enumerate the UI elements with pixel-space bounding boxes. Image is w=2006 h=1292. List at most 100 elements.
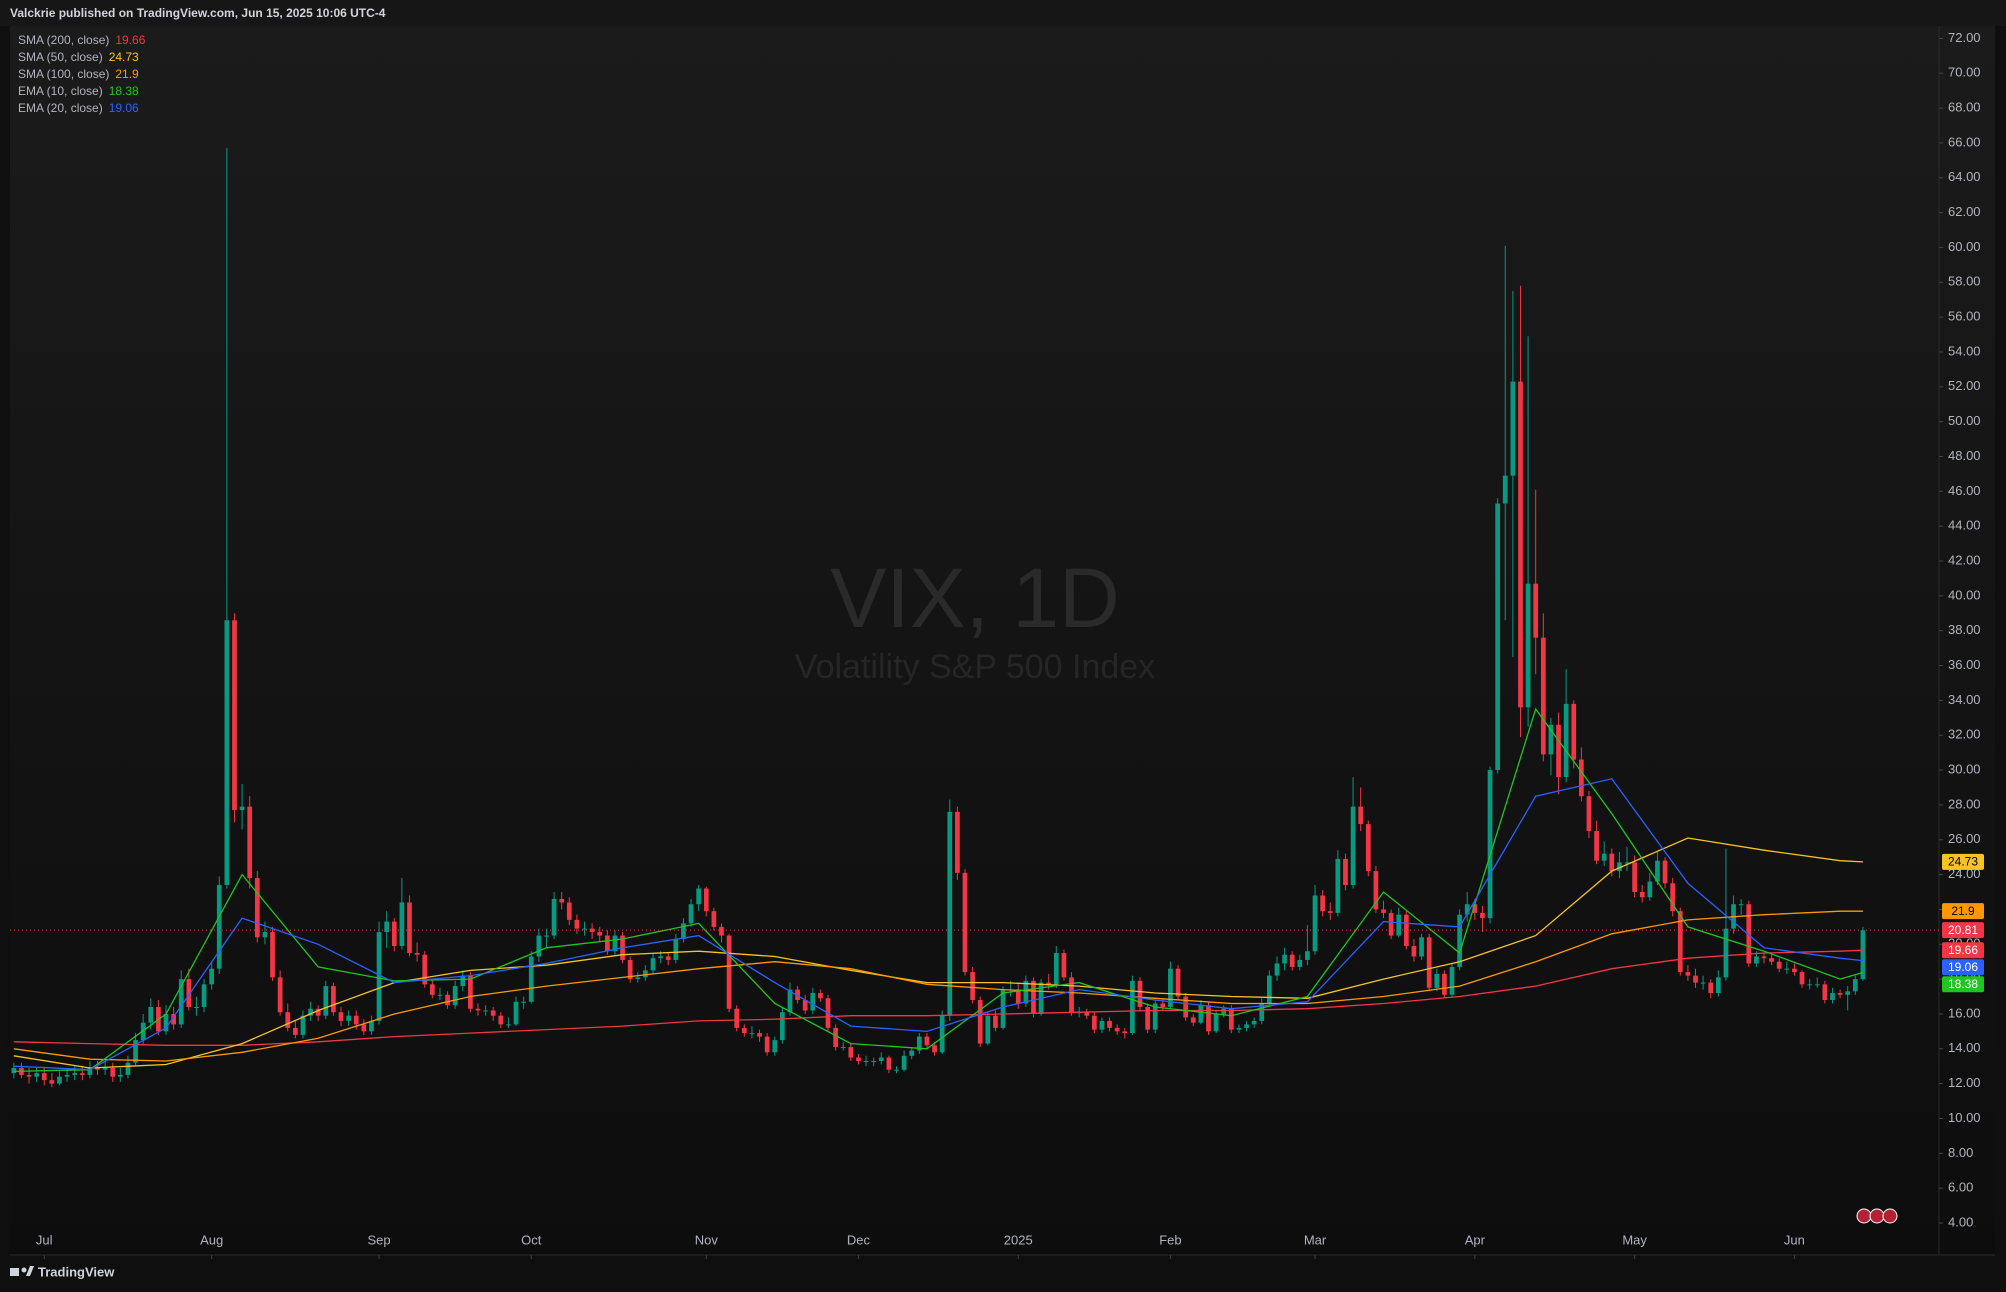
- y-tick-label: 48.00: [1948, 448, 1981, 463]
- plot-area: [10, 148, 1939, 1088]
- candle-body: [117, 1074, 123, 1077]
- legend-name: EMA (10, close): [18, 84, 103, 98]
- x-tick-label: Sep: [367, 1232, 390, 1247]
- candle-body: [635, 977, 641, 980]
- candle-body: [1343, 858, 1348, 886]
- y-tick-label: 42.00: [1948, 552, 1981, 567]
- candle-body: [216, 885, 222, 969]
- candle-body: [452, 986, 458, 1006]
- candle-body: [1487, 770, 1493, 919]
- legend-name: EMA (20, close): [18, 101, 103, 115]
- candle-body: [1442, 973, 1447, 995]
- candle-body: [1601, 853, 1607, 861]
- x-tick-label: Jul: [36, 1232, 53, 1247]
- watermark-title: VIX, 1D: [830, 551, 1119, 645]
- candle-body: [764, 1036, 770, 1053]
- candle-body: [1693, 975, 1698, 983]
- candle-body: [795, 989, 800, 1001]
- candle-body: [1677, 911, 1683, 973]
- axes: 4.006.008.0010.0012.0014.0016.0018.0020.…: [36, 30, 1984, 1259]
- candle-body: [315, 1008, 321, 1016]
- candle-body: [1814, 984, 1820, 986]
- x-tick-label: 2025: [1004, 1232, 1033, 1247]
- candle-body: [407, 902, 412, 953]
- candle-body: [1480, 912, 1485, 919]
- candle-body: [1259, 1003, 1265, 1021]
- header-bar: [0, 0, 2006, 26]
- candle-body: [878, 1057, 884, 1061]
- candle-body: [26, 1074, 32, 1077]
- candle-body: [559, 898, 565, 903]
- candle-body: [1206, 1005, 1211, 1032]
- candle-body: [696, 888, 702, 905]
- candle-body: [1685, 972, 1691, 976]
- candle-body: [726, 935, 732, 1009]
- candle-body: [741, 1027, 747, 1034]
- candle-body: [871, 1060, 877, 1062]
- candle-body: [300, 1015, 306, 1035]
- candle-body: [1114, 1027, 1120, 1032]
- candle-body: [780, 1012, 785, 1041]
- candle-body: [955, 811, 960, 873]
- candle-body: [886, 1057, 892, 1070]
- candle-body: [308, 1008, 313, 1016]
- candle-body: [285, 1012, 291, 1028]
- candle-body: [201, 984, 207, 1007]
- candle-body: [1586, 796, 1592, 832]
- y-tick-label: 34.00: [1948, 692, 1981, 707]
- candle-body: [597, 932, 603, 936]
- candle-body: [41, 1073, 47, 1081]
- candle-body: [490, 1010, 496, 1016]
- y-tick-label: 46.00: [1948, 483, 1981, 498]
- candle-body: [1837, 993, 1843, 995]
- candle-body: [1548, 724, 1554, 755]
- candle-body: [1091, 1015, 1097, 1030]
- candle-body: [1175, 968, 1181, 997]
- candle-body: [178, 979, 184, 1025]
- candle-body: [1213, 1013, 1219, 1032]
- candle-body: [1830, 993, 1835, 1001]
- y-tick-label: 56.00: [1948, 309, 1981, 324]
- candle-body: [125, 1062, 131, 1075]
- candle-body: [977, 1000, 983, 1044]
- candle-body: [163, 1013, 169, 1032]
- x-tick-label: Jun: [1784, 1232, 1805, 1247]
- candle-body: [1015, 989, 1021, 1004]
- candle-body: [171, 1013, 176, 1025]
- candle-body: [437, 994, 443, 996]
- candle-body: [1472, 904, 1478, 913]
- candle-body: [384, 921, 390, 933]
- candle-body: [939, 1015, 945, 1053]
- candle-body: [1244, 1024, 1249, 1028]
- ma-line: [13, 837, 1863, 1069]
- price-badge-label: 21.9: [1951, 904, 1975, 918]
- candle-body: [102, 1067, 108, 1070]
- legend-value: 24.73: [109, 50, 139, 64]
- candle-body: [909, 1050, 915, 1056]
- candle-body: [521, 1001, 526, 1003]
- candle-body: [1099, 1020, 1105, 1030]
- candle-body: [1495, 503, 1501, 771]
- candle-body: [361, 1024, 367, 1032]
- candle-body: [810, 993, 816, 1011]
- logo-slash: [26, 1266, 34, 1276]
- candle-body: [932, 1045, 937, 1053]
- candle-body: [582, 928, 587, 930]
- candle-body: [1061, 952, 1067, 978]
- candle-body: [1571, 703, 1577, 760]
- y-tick-label: 16.00: [1948, 1005, 1981, 1020]
- candle-body: [369, 1020, 374, 1032]
- candle-body: [1350, 806, 1356, 886]
- candle-body: [1228, 1008, 1234, 1030]
- y-tick-label: 32.00: [1948, 727, 1981, 742]
- candle-body: [1152, 1003, 1158, 1030]
- candle-body: [711, 911, 717, 927]
- y-tick-label: 12.00: [1948, 1075, 1981, 1090]
- candle-body: [1426, 937, 1432, 988]
- candle-body: [1373, 871, 1379, 910]
- candle-body: [148, 1006, 154, 1023]
- candle-body: [1807, 984, 1812, 986]
- x-tick-label: Apr: [1465, 1232, 1486, 1247]
